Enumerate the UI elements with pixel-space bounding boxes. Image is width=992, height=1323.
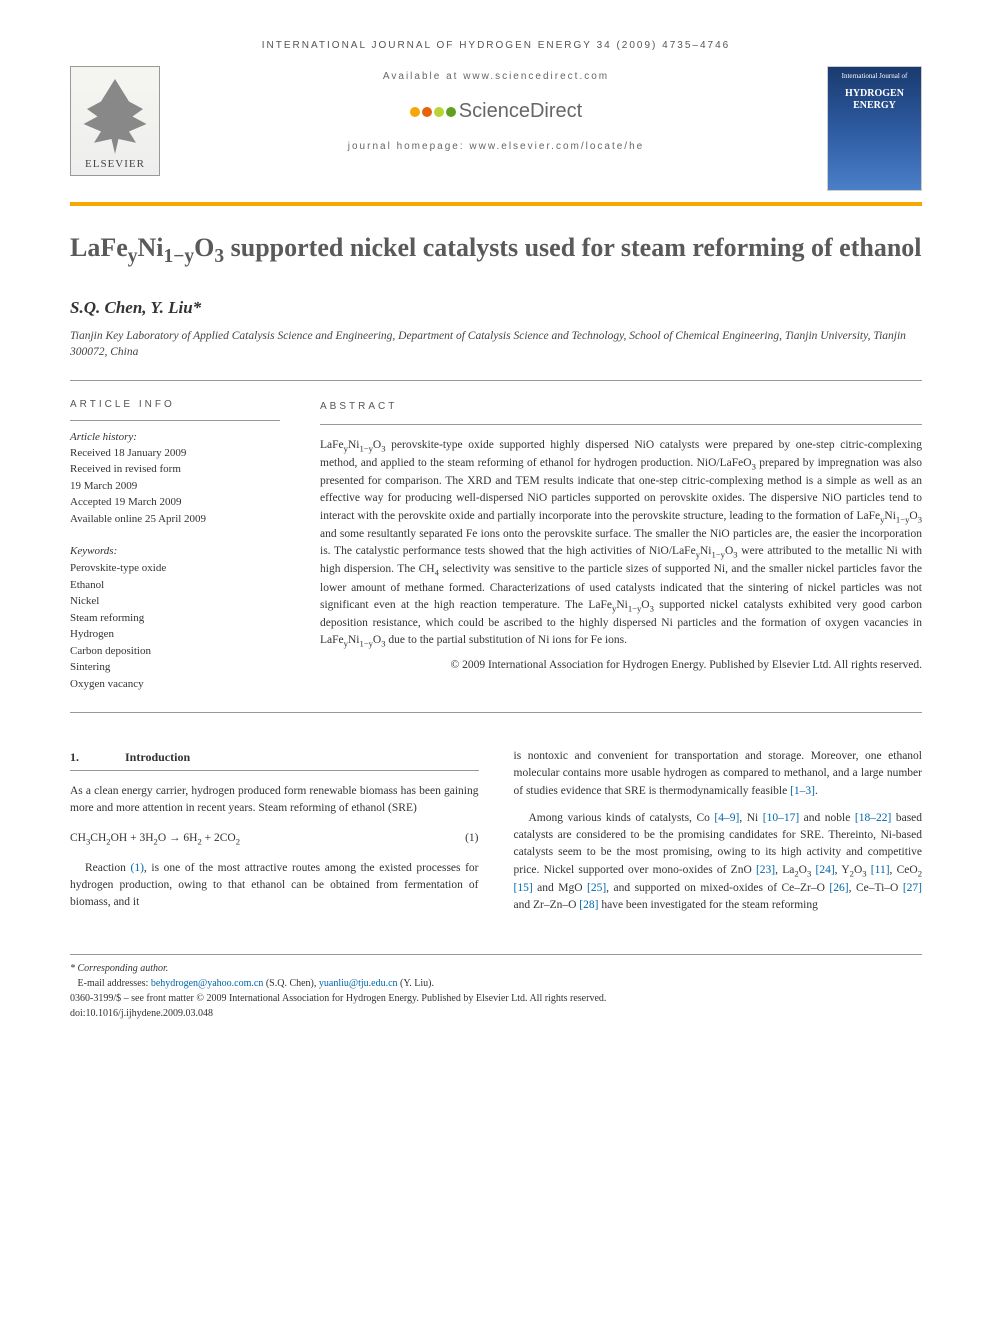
email-line: E-mail addresses: behydrogen@yahoo.com.c…: [70, 976, 922, 991]
article-title: LaFeyNi1−yO3 supported nickel catalysts …: [70, 231, 922, 270]
citation-link[interactable]: [10–17]: [763, 812, 799, 824]
equation: CH3CH2OH + 3H2O → 6H2 + 2CO2 (1): [70, 830, 479, 848]
left-column: 1.Introduction As a clean energy carrier…: [70, 748, 479, 924]
sciencedirect-text: ScienceDirect: [459, 100, 582, 123]
cover-supertitle: International Journal of: [833, 72, 916, 80]
paragraph: is nontoxic and convenient for transport…: [514, 748, 923, 800]
abstract-heading: ABSTRACT: [320, 399, 922, 425]
email-link[interactable]: behydrogen@yahoo.com.cn: [151, 978, 264, 989]
history-item: Available online 25 April 2009: [70, 511, 280, 528]
history-item: Received in revised form: [70, 461, 280, 478]
paragraph: Reaction (1), is one of the most attract…: [70, 860, 479, 912]
history-item: 19 March 2009: [70, 478, 280, 495]
citation-link[interactable]: [25]: [587, 882, 606, 894]
abstract-copyright: © 2009 International Association for Hyd…: [320, 657, 922, 674]
keyword: Sintering: [70, 659, 280, 676]
history-item: Received 18 January 2009: [70, 445, 280, 462]
citation-link[interactable]: [27]: [903, 882, 922, 894]
equation-number: (1): [465, 830, 478, 848]
keyword: Perovskite-type oxide: [70, 560, 280, 577]
sciencedirect-logo: ScienceDirect: [70, 100, 922, 123]
doi-line: doi:10.1016/j.ijhydene.2009.03.048: [70, 1006, 922, 1021]
citation-link[interactable]: [18–22]: [855, 812, 891, 824]
keyword: Hydrogen: [70, 626, 280, 643]
authors: S.Q. Chen, Y. Liu*: [70, 298, 922, 318]
keyword: Ethanol: [70, 577, 280, 594]
elsevier-tree-icon: [80, 79, 150, 154]
available-at: Available at www.sciencedirect.com: [70, 71, 922, 82]
history-item: Accepted 19 March 2009: [70, 494, 280, 511]
keyword: Oxygen vacancy: [70, 676, 280, 693]
article-info-heading: ARTICLE INFO: [70, 399, 280, 421]
article-info: ARTICLE INFO Article history: Received 1…: [70, 399, 280, 693]
footnotes: * Corresponding author. E-mail addresses…: [70, 954, 922, 1021]
citation-link[interactable]: [23]: [756, 864, 775, 876]
body-text: 1.Introduction As a clean energy carrier…: [70, 748, 922, 924]
abstract: ABSTRACT LaFeyNi1−yO3 perovskite-type ox…: [320, 399, 922, 693]
section-heading: 1.Introduction: [70, 748, 479, 771]
cover-title: HYDROGEN ENERGY: [833, 88, 916, 112]
email-link[interactable]: yuanliu@tju.edu.cn: [319, 978, 398, 989]
keyword: Steam reforming: [70, 610, 280, 627]
keyword: Nickel: [70, 593, 280, 610]
issn-line: 0360-3199/$ – see front matter © 2009 In…: [70, 991, 922, 1006]
citation-link[interactable]: [15]: [514, 882, 533, 894]
paragraph: Among various kinds of catalysts, Co [4–…: [514, 810, 923, 914]
journal-homepage: journal homepage: www.elsevier.com/locat…: [70, 141, 922, 152]
corresponding-author: * Corresponding author.: [70, 961, 922, 976]
journal-header: ELSEVIER Available at www.sciencedirect.…: [70, 66, 922, 206]
elsevier-name: ELSEVIER: [85, 158, 145, 170]
section-number: 1.: [70, 748, 125, 766]
elsevier-logo: ELSEVIER: [70, 66, 160, 176]
sd-balls-icon: [410, 107, 456, 117]
abstract-text: LaFeyNi1−yO3 perovskite-type oxide suppo…: [320, 437, 922, 651]
history-label: Article history:: [70, 431, 280, 443]
citation-link[interactable]: [1–3]: [790, 785, 815, 797]
citation-link[interactable]: [4–9]: [714, 812, 739, 824]
journal-cover-thumb: International Journal of HYDROGEN ENERGY: [827, 66, 922, 191]
keywords-label: Keywords:: [70, 545, 280, 557]
citation-link[interactable]: [24]: [816, 864, 835, 876]
citation-link[interactable]: [26]: [829, 882, 848, 894]
running-head: INTERNATIONAL JOURNAL OF HYDROGEN ENERGY…: [70, 40, 922, 51]
equation-ref-link[interactable]: (1): [130, 862, 143, 874]
citation-link[interactable]: [28]: [579, 899, 598, 911]
affiliation: Tianjin Key Laboratory of Applied Cataly…: [70, 328, 922, 360]
section-title: Introduction: [125, 750, 190, 764]
citation-link[interactable]: [11]: [871, 864, 890, 876]
right-column: is nontoxic and convenient for transport…: [514, 748, 923, 924]
equation-formula: CH3CH2OH + 3H2O → 6H2 + 2CO2: [70, 830, 240, 848]
paragraph: As a clean energy carrier, hydrogen prod…: [70, 783, 479, 818]
keyword: Carbon deposition: [70, 643, 280, 660]
